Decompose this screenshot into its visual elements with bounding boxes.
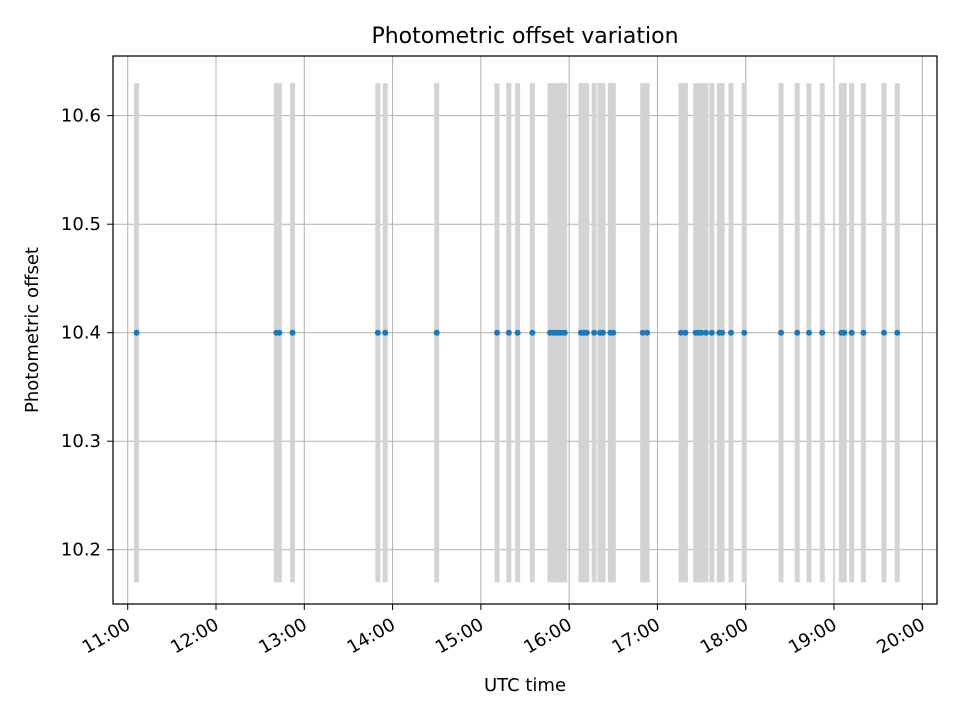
y-tick-label: 10.5 bbox=[61, 214, 101, 235]
data-point bbox=[289, 329, 296, 336]
chart-title: Photometric offset variation bbox=[371, 24, 678, 49]
data-point bbox=[794, 329, 801, 336]
data-point bbox=[848, 329, 855, 336]
data-point bbox=[583, 329, 590, 336]
data-point bbox=[708, 329, 715, 336]
data-point bbox=[819, 329, 826, 336]
y-tick-label: 10.2 bbox=[61, 540, 101, 561]
y-tick-label: 10.4 bbox=[61, 323, 101, 344]
y-axis-label: Photometric offset bbox=[22, 247, 43, 413]
data-point bbox=[529, 329, 536, 336]
data-point bbox=[561, 329, 568, 336]
data-point bbox=[841, 329, 848, 336]
data-point bbox=[639, 329, 646, 336]
data-point bbox=[494, 329, 501, 336]
data-point bbox=[382, 329, 389, 336]
data-point bbox=[610, 329, 617, 336]
data-point bbox=[682, 329, 689, 336]
data-point bbox=[860, 329, 867, 336]
y-axis: 10.2 10.3 10.4 10.5 10.6 bbox=[61, 106, 113, 561]
data-point bbox=[881, 329, 888, 336]
data-point bbox=[374, 329, 381, 336]
data-point bbox=[728, 329, 734, 336]
plot-frame bbox=[112, 55, 938, 605]
data-point bbox=[805, 329, 812, 336]
y-tick-label: 10.3 bbox=[61, 431, 101, 452]
data-point bbox=[719, 329, 726, 336]
data-point bbox=[599, 329, 606, 336]
data-point bbox=[505, 329, 512, 336]
data-point bbox=[591, 329, 598, 336]
y-tick-label: 10.6 bbox=[61, 106, 101, 127]
data-point bbox=[644, 329, 651, 336]
data-point bbox=[433, 329, 440, 336]
data-point bbox=[514, 329, 521, 336]
data-point bbox=[677, 329, 684, 336]
data-point bbox=[276, 329, 283, 336]
data-point bbox=[894, 329, 901, 336]
data-point bbox=[133, 329, 140, 336]
data-point bbox=[778, 329, 785, 336]
x-axis-label: UTC time bbox=[484, 675, 566, 696]
data-point bbox=[702, 329, 709, 336]
data-points bbox=[133, 329, 901, 336]
data-point bbox=[741, 329, 748, 336]
data-point bbox=[698, 329, 705, 336]
